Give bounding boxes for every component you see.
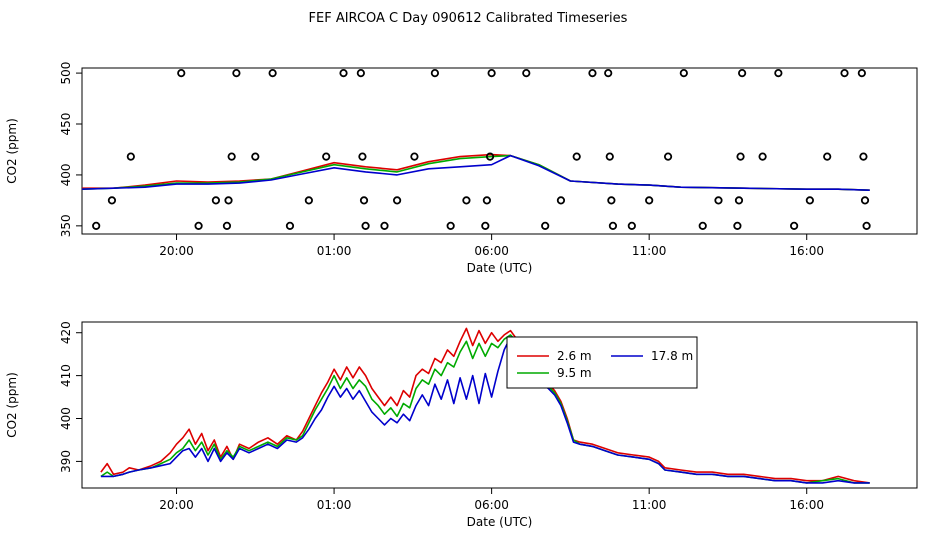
calibration-point — [304, 196, 313, 205]
x-tick-label: 11:00 — [632, 244, 667, 258]
calibration-point — [211, 196, 221, 205]
calibration-point — [859, 152, 868, 161]
calibration-point — [482, 196, 491, 205]
calibration-point — [251, 152, 260, 161]
y-tick-label: 400 — [59, 163, 73, 186]
calibration-point — [356, 68, 365, 78]
calibration-point — [734, 196, 744, 205]
x-tick-label: 06:00 — [474, 498, 509, 512]
bottom-panel: 20:00 01:00 06:00 11:00 16:00 390 400 410 420 Dat… — [5, 321, 918, 529]
calibration-point — [107, 196, 117, 205]
calibration-point — [481, 221, 490, 230]
calibration-point — [738, 68, 747, 78]
x-tick-label: 16:00 — [789, 244, 824, 258]
calibration-point — [359, 196, 369, 205]
calibration-point — [446, 221, 455, 230]
x-tick-label: 16:00 — [789, 498, 824, 512]
calibration-point — [392, 196, 402, 205]
y-tick-label: 410 — [59, 364, 73, 387]
calibration-point — [572, 152, 581, 161]
y-tick-label: 420 — [59, 321, 73, 344]
legend-label: 17.8 m — [651, 349, 693, 363]
calibration-point — [733, 221, 742, 230]
y-tick-label: 450 — [59, 113, 73, 136]
calibration-point — [522, 68, 531, 78]
calibration-point — [541, 221, 550, 230]
legend-box — [506, 336, 698, 389]
figure-title: FEF AIRCOA C Day 090612 Calibrated Times… — [309, 11, 628, 26]
y-tick-label: 400 — [59, 407, 73, 430]
calibration-point — [358, 152, 367, 161]
x-tick-label: 20:00 — [159, 498, 194, 512]
plot-frame — [81, 67, 918, 235]
y-axis-label: CO2 (ppm) — [5, 372, 19, 438]
calibration-point — [322, 152, 331, 161]
series-line-9-5-m — [81, 154, 870, 191]
calibration-point — [860, 196, 870, 205]
y-tick-label: 500 — [59, 62, 73, 85]
calibration-point — [714, 196, 723, 205]
calibration-point — [222, 221, 232, 230]
calibration-point — [774, 68, 783, 78]
calibration-point — [485, 152, 495, 161]
calibration-point — [823, 152, 832, 161]
calibration-point — [736, 152, 745, 161]
x-axis-label: Date (UTC) — [467, 261, 533, 275]
calibration-point — [840, 68, 849, 78]
calibration-point — [177, 68, 186, 78]
series-line-17-8-m — [81, 154, 870, 191]
calibration-point — [607, 196, 616, 205]
calibration-point — [232, 68, 241, 78]
x-tick-label: 11:00 — [632, 498, 667, 512]
calibration-point — [645, 196, 654, 205]
calibration-point — [862, 221, 871, 230]
series-line-17-8-m — [100, 336, 870, 484]
x-tick-label: 20:00 — [159, 244, 194, 258]
calibration-point — [605, 152, 614, 161]
calibration-point — [361, 221, 370, 230]
calibration-point — [698, 221, 707, 230]
calibration-point — [487, 68, 496, 78]
calibration-point — [758, 152, 767, 161]
y-tick-label: 350 — [59, 214, 73, 237]
calibration-point — [285, 221, 295, 230]
calibration-point — [857, 68, 866, 78]
legend-label: 9.5 m — [557, 366, 592, 380]
calibration-point — [268, 68, 277, 78]
calibration-point — [380, 221, 389, 230]
y-axis-label: CO2 (ppm) — [5, 118, 19, 184]
calibration-point — [627, 221, 636, 230]
calibration-point — [462, 196, 471, 205]
x-tick-label: 01:00 — [317, 498, 352, 512]
x-tick-label: 01:00 — [317, 244, 352, 258]
calibration-point — [790, 221, 799, 230]
series-line-2-6-m — [100, 327, 870, 484]
y-tick-label: 390 — [59, 450, 73, 473]
x-axis-label: Date (UTC) — [467, 515, 533, 529]
calibration-point — [92, 221, 101, 230]
calibration-point — [663, 152, 673, 161]
calibration-point — [194, 221, 203, 230]
calibration-point — [608, 221, 618, 230]
calibration-point — [224, 196, 233, 205]
calibration-point — [126, 152, 135, 161]
calibration-point — [805, 196, 814, 205]
legend-label: 2.6 m — [557, 349, 592, 363]
calibration-point — [588, 68, 597, 78]
plot-frame — [81, 321, 918, 489]
calibration-point — [339, 68, 348, 78]
x-tick-label: 06:00 — [474, 244, 509, 258]
calibration-point — [604, 68, 613, 78]
calibration-point — [430, 68, 440, 78]
calibration-point — [556, 196, 566, 205]
calibration-point — [227, 152, 236, 161]
top-panel: 20:00 01:00 06:00 11:00 16:00 350 400 450 500 Dat… — [5, 62, 918, 275]
calibration-point — [679, 68, 688, 78]
calibration-point — [410, 152, 419, 161]
series-line-9-5-m — [100, 334, 870, 484]
